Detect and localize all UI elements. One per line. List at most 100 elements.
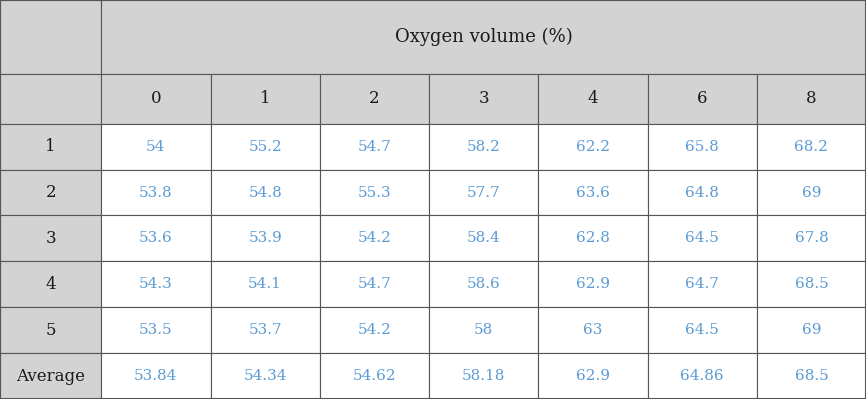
Text: 53.6: 53.6	[139, 231, 173, 245]
Bar	[210, 74, 320, 124]
Text: 8: 8	[806, 90, 817, 107]
Bar	[0, 170, 101, 215]
Bar	[101, 261, 210, 307]
Bar	[101, 353, 210, 399]
Text: 55.2: 55.2	[249, 140, 282, 154]
Bar	[429, 353, 539, 399]
Bar	[210, 170, 320, 215]
Text: 6: 6	[697, 90, 708, 107]
Bar	[320, 215, 429, 261]
Text: 64.5: 64.5	[685, 323, 719, 337]
Text: 64.5: 64.5	[685, 231, 719, 245]
Text: 69: 69	[802, 323, 821, 337]
Text: 53.9: 53.9	[249, 231, 282, 245]
Bar	[320, 307, 429, 353]
Text: 54.62: 54.62	[352, 369, 397, 383]
Text: 3: 3	[45, 230, 56, 247]
Bar	[757, 353, 866, 399]
Bar	[101, 0, 866, 74]
Bar	[648, 261, 757, 307]
Text: 2: 2	[45, 184, 56, 201]
Text: 4: 4	[45, 276, 56, 293]
Text: 62.8: 62.8	[576, 231, 610, 245]
Text: 68.5: 68.5	[794, 277, 828, 291]
Text: 53.5: 53.5	[139, 323, 172, 337]
Bar	[0, 215, 101, 261]
Bar	[648, 215, 757, 261]
Text: 58.6: 58.6	[467, 277, 501, 291]
Bar	[0, 353, 101, 399]
Text: 53.7: 53.7	[249, 323, 282, 337]
Text: 5: 5	[45, 322, 56, 339]
Bar	[539, 261, 648, 307]
Bar	[648, 74, 757, 124]
Bar	[539, 124, 648, 170]
Bar	[539, 215, 648, 261]
Text: 54.7: 54.7	[358, 140, 391, 154]
Text: 64.86: 64.86	[681, 369, 724, 383]
Bar	[429, 170, 539, 215]
Bar	[648, 353, 757, 399]
Text: 54.1: 54.1	[249, 277, 282, 291]
Bar	[757, 307, 866, 353]
Text: 64.7: 64.7	[685, 277, 719, 291]
Bar	[101, 124, 210, 170]
Bar	[101, 215, 210, 261]
Bar	[101, 170, 210, 215]
Text: 1: 1	[45, 138, 56, 155]
Text: 1: 1	[260, 90, 270, 107]
Text: 58.18: 58.18	[462, 369, 506, 383]
Bar	[648, 307, 757, 353]
Bar	[757, 74, 866, 124]
Text: 3: 3	[478, 90, 489, 107]
Text: 64.8: 64.8	[685, 186, 719, 200]
Bar	[320, 353, 429, 399]
Bar	[757, 215, 866, 261]
Text: 58.2: 58.2	[467, 140, 501, 154]
Text: 54.8: 54.8	[249, 186, 282, 200]
Bar	[429, 215, 539, 261]
Text: 53.84: 53.84	[134, 369, 178, 383]
Bar	[539, 307, 648, 353]
Bar	[539, 170, 648, 215]
Text: 63: 63	[583, 323, 603, 337]
Bar	[539, 353, 648, 399]
Text: 69: 69	[802, 186, 821, 200]
Text: 58: 58	[474, 323, 494, 337]
Bar	[101, 307, 210, 353]
Text: 68.2: 68.2	[794, 140, 828, 154]
Bar	[0, 261, 101, 307]
Text: 57.7: 57.7	[467, 186, 501, 200]
Bar	[648, 170, 757, 215]
Bar	[757, 170, 866, 215]
Text: 2: 2	[369, 90, 379, 107]
Bar	[0, 0, 101, 74]
Text: 62.2: 62.2	[576, 140, 610, 154]
Text: 62.9: 62.9	[576, 369, 610, 383]
Text: 65.8: 65.8	[685, 140, 719, 154]
Text: 58.4: 58.4	[467, 231, 501, 245]
Bar	[429, 261, 539, 307]
Text: Oxygen volume (%): Oxygen volume (%)	[395, 28, 572, 46]
Text: 53.8: 53.8	[139, 186, 172, 200]
Bar	[210, 261, 320, 307]
Text: 62.9: 62.9	[576, 277, 610, 291]
Bar	[757, 124, 866, 170]
Bar	[0, 124, 101, 170]
Bar	[320, 124, 429, 170]
Text: 54.3: 54.3	[139, 277, 173, 291]
Bar	[757, 261, 866, 307]
Bar	[210, 124, 320, 170]
Bar	[429, 74, 539, 124]
Bar	[210, 215, 320, 261]
Text: 68.5: 68.5	[794, 369, 828, 383]
Bar	[210, 353, 320, 399]
Text: 55.3: 55.3	[358, 186, 391, 200]
Bar	[320, 170, 429, 215]
Text: 54.2: 54.2	[358, 231, 391, 245]
Text: 54: 54	[146, 140, 165, 154]
Text: 54.34: 54.34	[243, 369, 287, 383]
Bar	[539, 74, 648, 124]
Bar	[101, 74, 210, 124]
Bar	[648, 124, 757, 170]
